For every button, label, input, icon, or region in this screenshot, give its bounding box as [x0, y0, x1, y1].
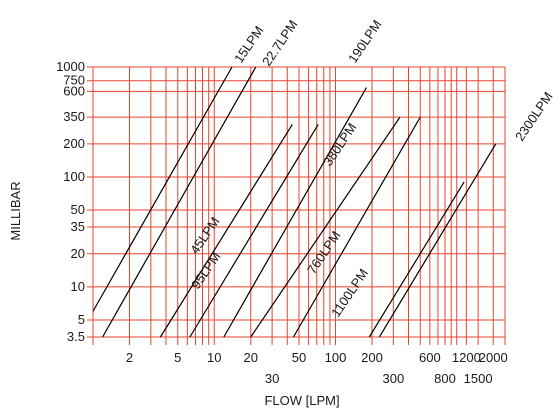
y-axis-title: MILLIBAR	[8, 181, 23, 240]
x-tick-label: 20	[244, 350, 258, 365]
series-line	[92, 66, 233, 312]
series-line	[223, 87, 367, 338]
x-tick-label: 50	[292, 350, 306, 365]
x-tick-label: 2	[126, 350, 133, 365]
y-tick-label: 3.5	[67, 329, 85, 344]
series-label: 95LPM	[188, 249, 223, 292]
x-tick-label: 1200	[452, 350, 481, 365]
series-line	[189, 124, 319, 338]
series-line	[292, 116, 421, 338]
y-tick-label: 50	[71, 202, 85, 217]
y-tick-label: 100	[63, 169, 85, 184]
series-line	[378, 143, 497, 338]
x-tick-label: 100	[325, 350, 347, 365]
x-tick-label-lower: 30	[265, 371, 279, 386]
x-tick-label: 200	[361, 350, 383, 365]
x-tick-label: 600	[419, 350, 441, 365]
y-tick-label: 10	[71, 279, 85, 294]
x-tick-label-lower: 300	[382, 371, 404, 386]
x-tick-label: 2000	[479, 350, 508, 365]
y-tick-label: 600	[63, 83, 85, 98]
y-tick-label: 20	[71, 246, 85, 261]
x-tick-label-lower: 800	[434, 371, 456, 386]
series-lines	[92, 66, 497, 338]
x-tick-label-lower: 1500	[464, 371, 493, 386]
series-label: 22.7LPM	[259, 17, 301, 69]
y-tick-label: 5	[78, 312, 85, 327]
series-label: 380LPM	[320, 120, 360, 169]
series-line	[250, 116, 401, 338]
x-tick-label: 5	[174, 350, 181, 365]
series-line	[368, 181, 465, 338]
series-label: 45LPM	[187, 214, 222, 257]
series-label: 2300LPM	[512, 89, 556, 144]
series-line	[102, 66, 257, 338]
series-label: 190LPM	[345, 17, 385, 66]
grid	[87, 66, 506, 345]
y-tick-label: 750	[63, 73, 85, 88]
y-tick-label: 1000	[56, 59, 85, 74]
series-line	[159, 124, 293, 338]
series-label: 1100LPM	[328, 266, 371, 320]
y-tick-label: 35	[71, 219, 85, 234]
x-tick-label: 10	[207, 350, 221, 365]
y-tick-label: 350	[63, 109, 85, 124]
x-axis-title: FLOW [LPM]	[264, 393, 339, 408]
y-tick-label: 200	[63, 136, 85, 151]
